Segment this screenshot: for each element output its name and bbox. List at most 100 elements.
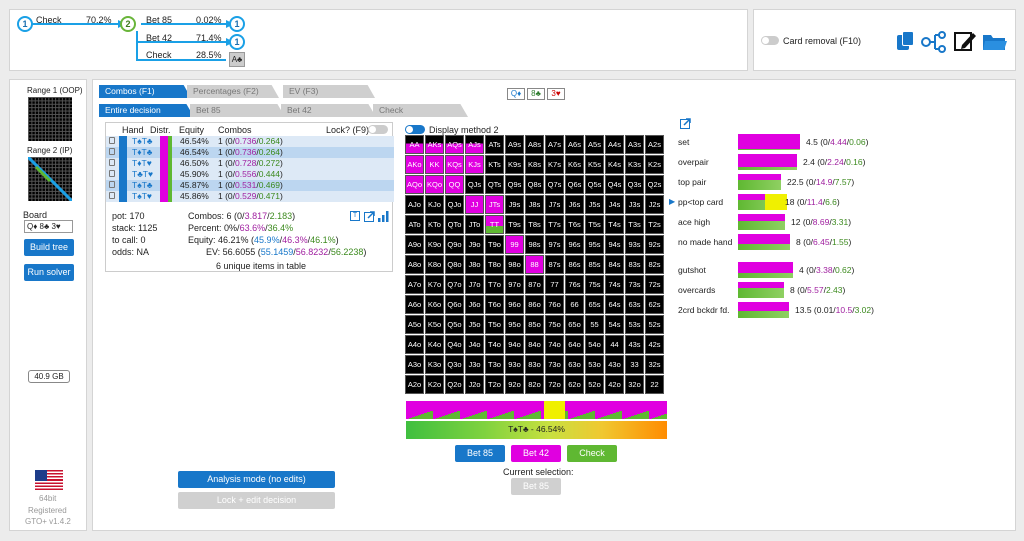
run-solver-button[interactable]: Run solver — [24, 264, 74, 281]
matrix-cell[interactable]: T3s — [625, 215, 644, 234]
matrix-cell[interactable]: K8o — [425, 255, 444, 274]
matrix-cell[interactable]: J6s — [565, 195, 584, 214]
lock-icon[interactable] — [109, 192, 115, 199]
tree-leaf-bet85[interactable]: 1 — [229, 16, 245, 32]
matrix-cell[interactable]: T2s — [645, 215, 664, 234]
matrix-cell[interactable]: A7s — [545, 135, 564, 154]
matrix-cell[interactable]: J7o — [465, 275, 484, 294]
matrix-cell[interactable]: Q6o — [445, 295, 464, 314]
copy-icon[interactable] — [897, 31, 915, 51]
matrix-cell[interactable]: K6s — [565, 155, 584, 174]
matrix-cell[interactable]: 95s — [585, 235, 604, 254]
matrix-cell[interactable]: QJo — [445, 195, 464, 214]
matrix-cell[interactable]: 95o — [505, 315, 524, 334]
lock-toggle[interactable] — [368, 125, 388, 134]
matrix-cell[interactable]: T6s — [565, 215, 584, 234]
matrix-cell[interactable]: 97s — [545, 235, 564, 254]
matrix-cell[interactable]: 94s — [605, 235, 624, 254]
matrix-cell[interactable]: 85o — [525, 315, 544, 334]
action-bet42-button[interactable]: Bet 42 — [511, 445, 561, 462]
action-bet85-button[interactable]: Bet 85 — [455, 445, 505, 462]
tab-check[interactable]: Check — [373, 104, 468, 117]
table-row[interactable]: T♦T♥ 46.50% 1 (0/0.728/0.272) — [106, 158, 394, 169]
export-icon[interactable] — [364, 211, 375, 222]
matrix-cell[interactable]: 94o — [505, 335, 524, 354]
matrix-cell[interactable]: A2o — [405, 375, 424, 394]
matrix-cell[interactable]: T6o — [485, 295, 504, 314]
matrix-cell[interactable]: 32s — [645, 355, 664, 374]
matrix-cell[interactable]: Q3s — [625, 175, 644, 194]
matrix-cell[interactable]: 92s — [645, 235, 664, 254]
matrix-cell[interactable]: 33 — [625, 355, 644, 374]
category-row[interactable]: top pair 22.5 (0/14.9/7.57) — [669, 174, 1009, 192]
lock-edit-button[interactable]: Lock + edit decision — [178, 492, 335, 509]
table-row[interactable]: T♠T♥ 45.86% 1 (0/0.529/0.471) — [106, 191, 394, 202]
matrix-cell[interactable]: 76s — [565, 275, 584, 294]
matrix-cell[interactable]: 43o — [605, 355, 624, 374]
matrix-cell[interactable]: A3o — [405, 355, 424, 374]
matrix-cell[interactable]: 92o — [505, 375, 524, 394]
matrix-cell[interactable]: 87o — [525, 275, 544, 294]
matrix-cell[interactable]: AKo — [405, 155, 424, 174]
matrix-cell[interactable]: A8s — [525, 135, 544, 154]
matrix-cell[interactable]: J9o — [465, 235, 484, 254]
matrix-cell[interactable]: 74o — [545, 335, 564, 354]
matrix-cell[interactable]: J4o — [465, 335, 484, 354]
matrix-cell[interactable]: A7o — [405, 275, 424, 294]
matrix-cell[interactable]: T2o — [485, 375, 504, 394]
matrix-cell[interactable]: Q6s — [565, 175, 584, 194]
matrix-cell[interactable]: T8o — [485, 255, 504, 274]
tree-branch-check[interactable]: Check — [146, 50, 172, 60]
matrix-cell[interactable]: 42o — [605, 375, 624, 394]
matrix-cell[interactable]: KTs — [485, 155, 504, 174]
matrix-cell[interactable]: J3s — [625, 195, 644, 214]
category-row[interactable]: gutshot 4 (0/3.38/0.62) — [669, 262, 1009, 280]
matrix-cell[interactable]: 96s — [565, 235, 584, 254]
matrix-cell[interactable]: Q2s — [645, 175, 664, 194]
matrix-cell[interactable]: 64o — [565, 335, 584, 354]
matrix-cell[interactable]: K8s — [525, 155, 544, 174]
matrix-cell[interactable]: T8s — [525, 215, 544, 234]
build-tree-button[interactable]: Build tree — [24, 239, 74, 256]
matrix-cell[interactable]: 84o — [525, 335, 544, 354]
matrix-cell[interactable]: 42s — [645, 335, 664, 354]
category-row[interactable]: overpair 2.4 (0/2.24/0.16) — [669, 154, 1009, 172]
matrix-cell[interactable]: A4o — [405, 335, 424, 354]
category-row[interactable]: no made hand 8 (0/6.45/1.55) — [669, 234, 1009, 252]
matrix-cell[interactable]: 52o — [585, 375, 604, 394]
matrix-cell[interactable]: J2o — [465, 375, 484, 394]
table-row[interactable]: T♠T♣ 46.54% 1 (0/0.736/0.264) — [106, 136, 394, 147]
range1-grid[interactable] — [28, 97, 72, 141]
matrix-cell[interactable]: T7s — [545, 215, 564, 234]
matrix-cell[interactable]: T4o — [485, 335, 504, 354]
matrix-cell[interactable]: JTo — [465, 215, 484, 234]
matrix-cell[interactable]: QTs — [485, 175, 504, 194]
matrix-cell[interactable]: KJo — [425, 195, 444, 214]
matrix-cell[interactable]: 97o — [505, 275, 524, 294]
matrix-cell[interactable]: A8o — [405, 255, 424, 274]
lock-icon[interactable] — [109, 170, 115, 177]
matrix-cell[interactable]: A9o — [405, 235, 424, 254]
matrix-cell[interactable]: 87s — [545, 255, 564, 274]
matrix-cell[interactable]: 75o — [545, 315, 564, 334]
matrix-cell[interactable]: T5o — [485, 315, 504, 334]
matrix-cell[interactable]: T9o — [485, 235, 504, 254]
matrix-cell[interactable]: 86o — [525, 295, 544, 314]
matrix-cell[interactable]: 83s — [625, 255, 644, 274]
table-row[interactable]: T♦T♣ 46.54% 1 (0/0.736/0.264) — [106, 147, 394, 158]
matrix-cell[interactable]: 44 — [605, 335, 624, 354]
range2-grid[interactable] — [28, 157, 72, 201]
edit-icon[interactable] — [954, 30, 976, 52]
matrix-cell[interactable]: J5o — [465, 315, 484, 334]
tree-node-2[interactable]: 2 — [120, 16, 136, 32]
matrix-cell[interactable]: 99 — [505, 235, 524, 254]
matrix-cell[interactable]: K5o — [425, 315, 444, 334]
matrix-cell[interactable]: 93o — [505, 355, 524, 374]
matrix-cell[interactable]: AJs — [465, 135, 484, 154]
tree-node-root[interactable]: 1 — [17, 16, 33, 32]
matrix-cell[interactable]: Q3o — [445, 355, 464, 374]
category-row[interactable]: ▶ pp<top card 18 (0/11.4/6.6) — [669, 194, 1009, 212]
category-row[interactable]: overcards 8 (0/5.57/2.43) — [669, 282, 1009, 300]
matrix-cell[interactable]: K4o — [425, 335, 444, 354]
matrix-cell[interactable]: Q5s — [585, 175, 604, 194]
